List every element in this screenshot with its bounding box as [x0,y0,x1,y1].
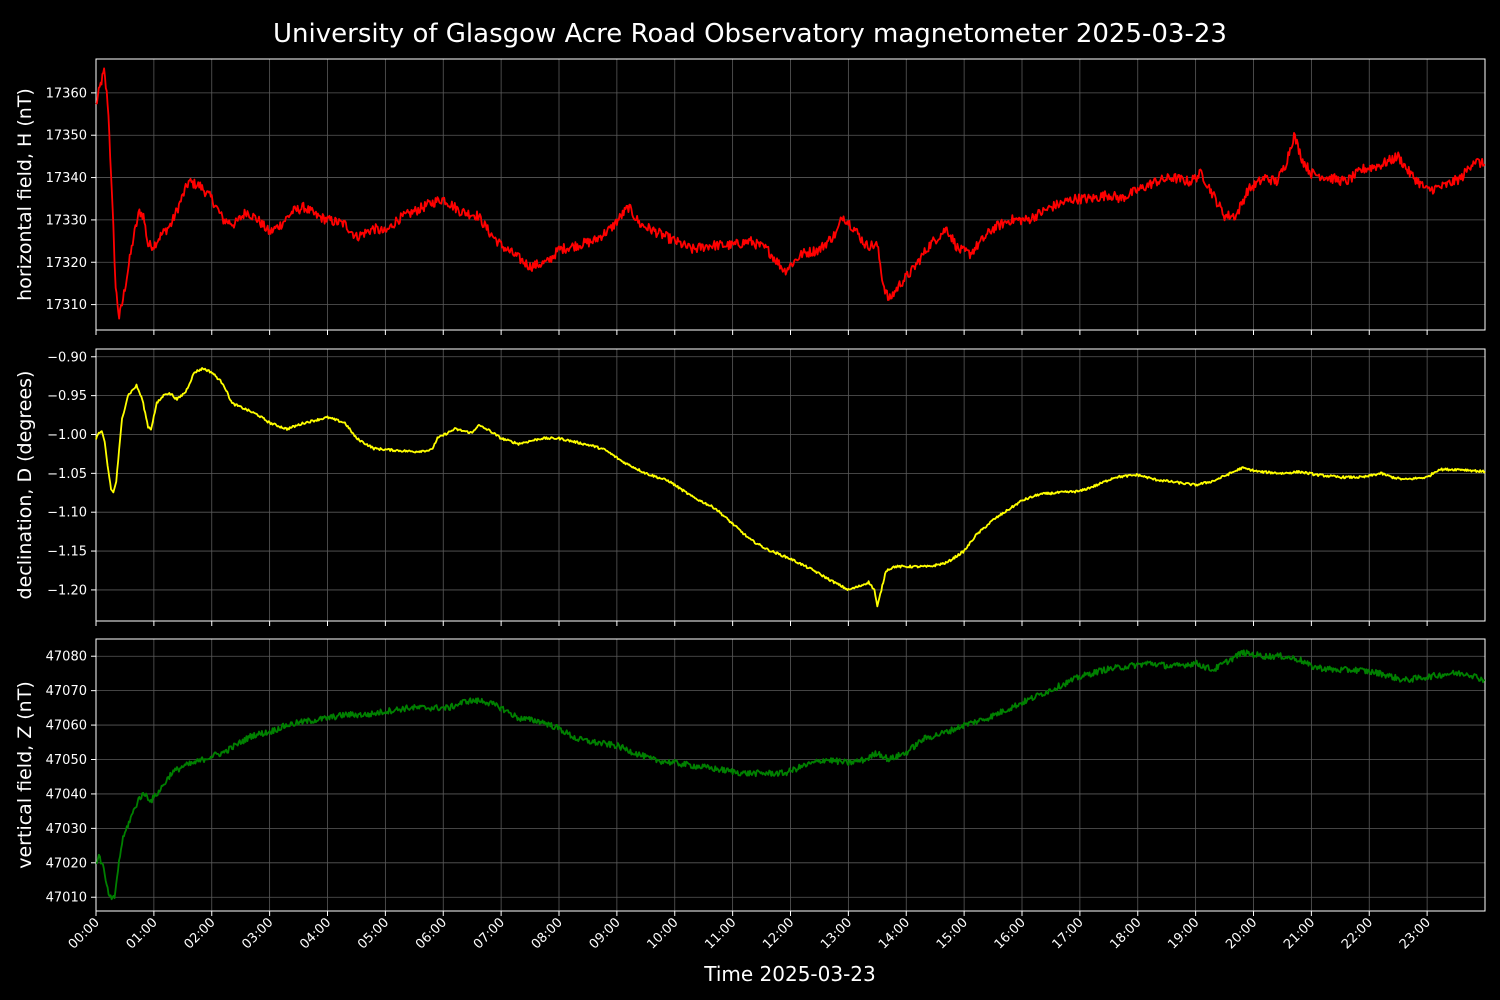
panel-frame [95,58,1486,331]
y-tick-label: 47010 [46,891,87,906]
y-tick-label: 47050 [46,753,87,768]
y-tick-label: 17330 [46,213,87,228]
panel-2: −1.20 −1.15 −1.10 −1.05 −1.00 −0.95 −0.90 decli… [14,348,1486,626]
y-tick-label: 47080 [46,650,87,665]
y-tick-label: −1.20 [47,583,87,598]
panel-frame [95,348,1486,622]
series-line [95,67,1486,320]
chart-title: University of Glasgow Acre Road Observat… [273,19,1227,49]
y-tick-label: −1.00 [47,428,87,443]
y-tick-label: 17320 [46,256,87,271]
y-tick-label: 47040 [46,787,87,802]
y-tick-label: 47030 [46,822,87,837]
panel-frame [95,638,1486,912]
y-tick-label: 47060 [46,719,87,734]
y-axis-label: declination, D (degrees) [14,371,36,600]
y-tick-label: −0.90 [47,350,87,365]
y-tick-label: 47070 [46,684,87,699]
series-line [95,367,1486,608]
panel-1: 17310 17320 17330 17340 17350 17360 horizontal… [14,58,1486,335]
y-axis-label: horizontal field, H (nT) [14,88,36,301]
y-tick-label: 17360 [46,86,87,101]
y-tick-label: 47020 [46,856,87,871]
y-tick-label: −0.95 [47,389,87,404]
y-tick-label: −1.10 [47,506,87,521]
y-tick-label: −1.05 [47,467,87,482]
y-tick-label: −1.15 [47,545,87,560]
y-tick-label: 17310 [46,298,87,313]
x-axis-label: Time 2025-03-23 [703,962,876,986]
series-line [95,649,1486,901]
y-tick-label: 17340 [46,171,87,186]
y-axis-label: vertical field, Z (nT) [14,681,36,869]
y-tick-label: 17350 [46,129,87,144]
